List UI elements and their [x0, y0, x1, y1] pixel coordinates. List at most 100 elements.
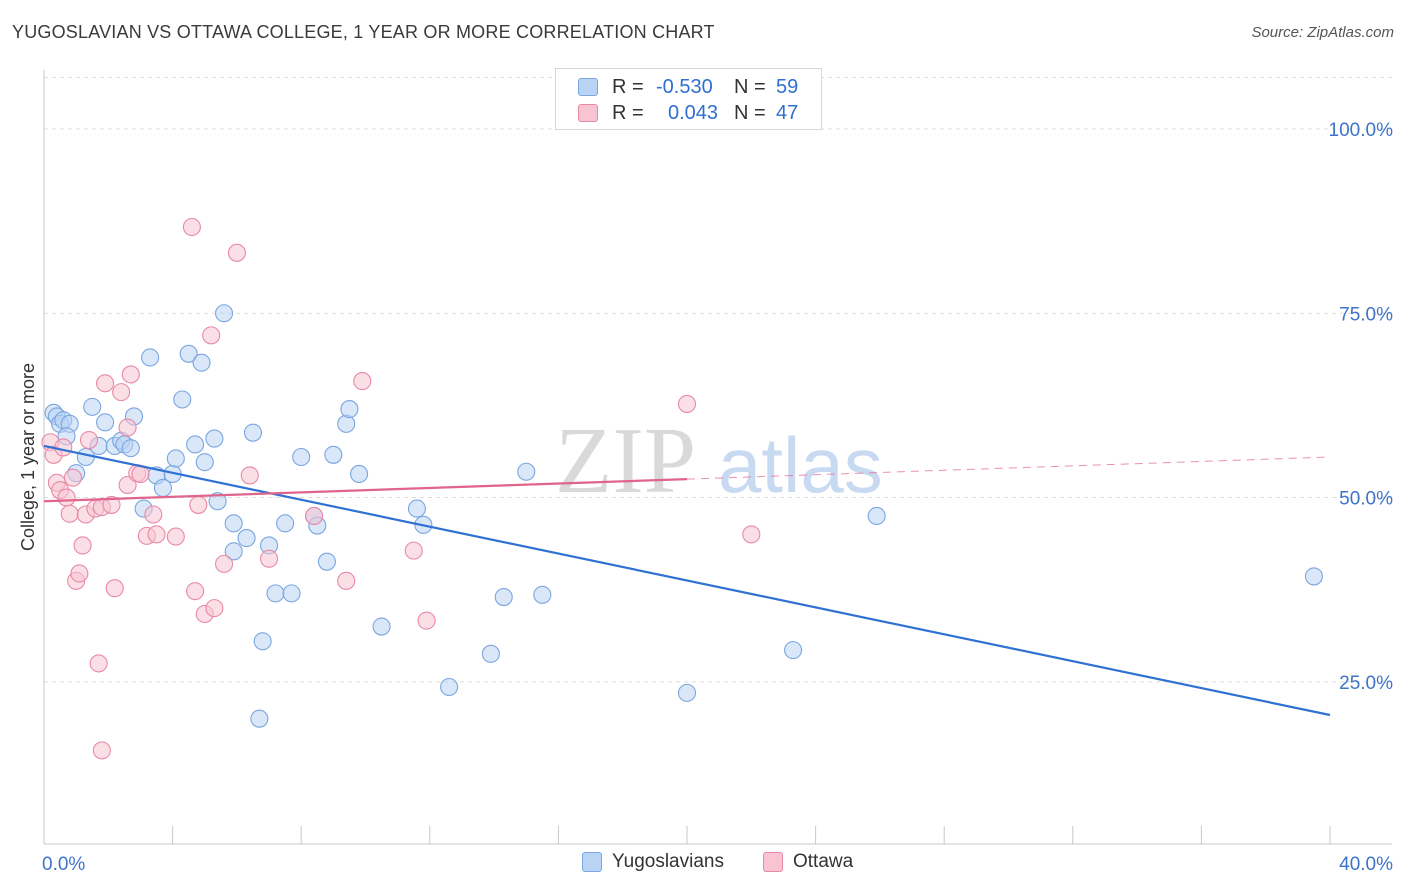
- point-yugoslavians: [292, 447, 311, 467]
- source-label: Source: ZipAtlas.com: [1251, 24, 1394, 41]
- legend-item-ottawa: Ottawa: [763, 851, 853, 873]
- point-ottawa: [742, 525, 761, 544]
- axis-labels: 25.0% 50.0% 75.0% 100.0% 0.0% 40.0% College, 1…: [18, 120, 1393, 875]
- point-yugoslavians: [372, 617, 391, 636]
- point-ottawa: [102, 495, 121, 514]
- point-yugoslavians: [192, 353, 211, 372]
- trend-line-yugoslavians: [43, 444, 1331, 717]
- point-ottawa: [121, 365, 140, 384]
- legend-r-value: -0.530: [656, 75, 713, 98]
- legend-swatch-pink: [578, 104, 598, 122]
- point-ottawa: [202, 326, 221, 345]
- point-yugoslavians: [784, 641, 803, 660]
- chart-title: YUGOSLAVIAN VS OTTAWA COLLEGE, 1 YEAR OR…: [12, 22, 715, 42]
- point-ottawa: [112, 383, 131, 402]
- legend-r-label: R =: [612, 101, 644, 124]
- point-ottawa: [214, 554, 234, 573]
- data-points: [41, 217, 1323, 760]
- point-yugoslavians: [208, 492, 227, 511]
- point-ottawa: [89, 654, 108, 673]
- legend-n-value: 47: [776, 101, 799, 124]
- trend-line-ottawa: [43, 478, 688, 503]
- point-ottawa: [118, 418, 137, 437]
- legend-item-yugoslavians: Yugoslavians: [582, 851, 724, 873]
- point-ottawa: [677, 394, 697, 413]
- watermark-zip: ZIP: [555, 409, 696, 513]
- point-yugoslavians: [677, 683, 697, 702]
- point-ottawa: [73, 536, 92, 555]
- y-tick-label: 100.0%: [1329, 120, 1394, 141]
- point-yugoslavians: [141, 348, 160, 367]
- point-yugoslavians: [179, 344, 198, 363]
- series-legend: Yugoslavians Ottawa: [0, 851, 1406, 877]
- legend-r-label: R =: [612, 75, 644, 98]
- legend-swatch-blue: [578, 78, 598, 96]
- point-yugoslavians: [253, 632, 272, 651]
- point-yugoslavians: [533, 585, 552, 604]
- point-yugoslavians: [266, 584, 285, 603]
- point-yugoslavians: [195, 453, 214, 472]
- point-ottawa: [70, 564, 89, 583]
- y-tick-label: 75.0%: [1339, 304, 1393, 325]
- y-tick-label: 50.0%: [1339, 489, 1393, 510]
- point-yugoslavians: [276, 514, 295, 533]
- point-yugoslavians: [494, 588, 513, 607]
- legend-n-label: N =: [734, 75, 766, 98]
- watermark: ZIP atlas: [555, 409, 883, 513]
- y-axis-label: College, 1 year or more: [18, 363, 38, 551]
- point-ottawa: [404, 541, 423, 560]
- point-ottawa: [240, 466, 259, 485]
- legend-row-yugoslavians: R = -0.530 N = 59: [578, 74, 798, 100]
- point-ottawa: [63, 468, 82, 487]
- point-yugoslavians: [224, 542, 243, 561]
- legend-label: Ottawa: [793, 851, 854, 872]
- point-ottawa: [92, 741, 111, 760]
- trend-line-ottawa-extension: [686, 456, 1331, 480]
- point-ottawa: [105, 579, 124, 598]
- point-ottawa: [166, 527, 185, 546]
- point-yugoslavians: [237, 529, 256, 548]
- point-yugoslavians: [96, 413, 115, 432]
- point-yugoslavians: [250, 709, 269, 728]
- point-ottawa: [118, 475, 137, 495]
- point-yugoslavians: [867, 506, 886, 526]
- point-ottawa: [205, 599, 224, 618]
- y-tick-label: 25.0%: [1339, 673, 1393, 694]
- point-ottawa: [57, 488, 76, 507]
- point-ottawa: [417, 611, 436, 630]
- point-yugoslavians: [440, 677, 459, 697]
- point-yugoslavians: [337, 414, 356, 433]
- legend-swatch-pink: [763, 852, 783, 872]
- point-yugoslavians: [121, 439, 140, 458]
- grid-lines: [44, 76, 1392, 683]
- point-ottawa: [79, 430, 99, 450]
- point-ottawa: [227, 243, 246, 262]
- trend-lines: [43, 444, 1331, 717]
- legend-n-value: 59: [776, 75, 799, 98]
- point-yugoslavians: [205, 429, 224, 448]
- watermark-atlas: atlas: [718, 421, 883, 509]
- point-yugoslavians: [166, 449, 185, 468]
- point-ottawa: [147, 525, 166, 544]
- point-ottawa: [259, 549, 279, 568]
- x-tick-label-min: 0.0%: [42, 854, 85, 875]
- point-yugoslavians: [173, 390, 192, 409]
- point-yugoslavians: [282, 584, 301, 603]
- point-ottawa: [353, 372, 372, 391]
- legend-swatch-blue: [582, 852, 602, 872]
- point-yugoslavians: [1304, 567, 1323, 586]
- point-ottawa: [54, 438, 73, 457]
- point-yugoslavians: [517, 462, 536, 481]
- point-ottawa: [182, 217, 201, 237]
- legend-n-label: N =: [734, 101, 766, 124]
- point-ottawa: [337, 571, 356, 590]
- axes: [43, 70, 1392, 845]
- legend-row-ottawa: R = 0.043 N = 47: [578, 100, 798, 126]
- point-ottawa: [186, 582, 205, 601]
- point-yugoslavians: [340, 400, 359, 419]
- point-yugoslavians: [481, 644, 500, 663]
- point-yugoslavians: [243, 423, 263, 442]
- x-tick-label-max: 40.0%: [1339, 854, 1393, 875]
- point-ottawa: [96, 374, 115, 393]
